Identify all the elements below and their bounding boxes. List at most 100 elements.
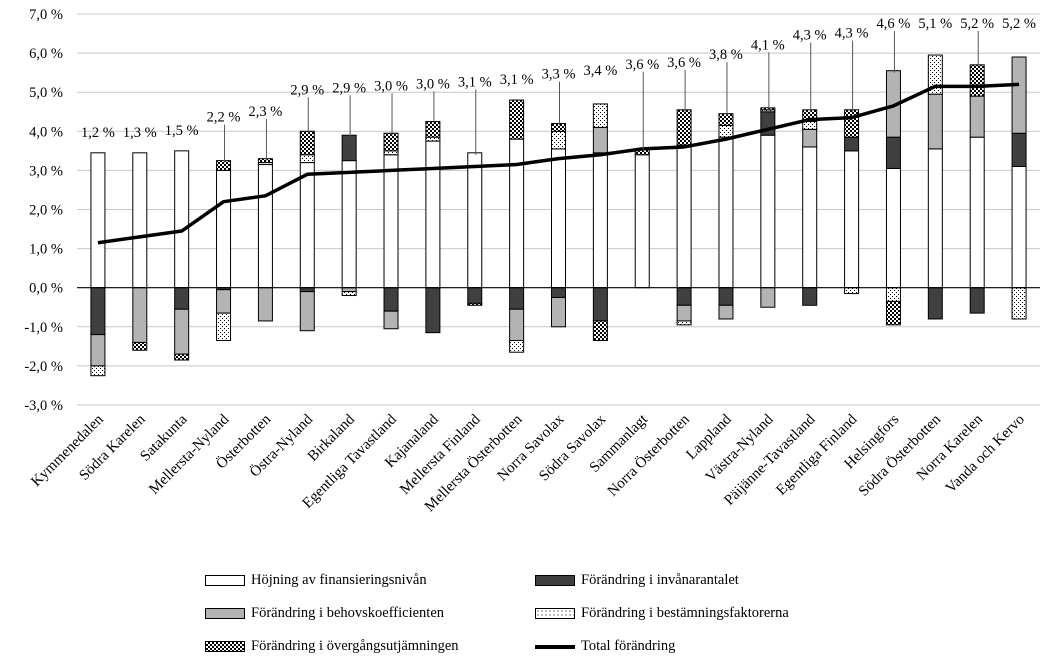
bar-segment bbox=[299, 162, 315, 289]
bar-segment bbox=[885, 167, 901, 289]
data-label: 4,1 % bbox=[751, 37, 785, 53]
bar-segment bbox=[676, 144, 692, 289]
y-tick-label: 2,0 % bbox=[29, 203, 63, 219]
bar-segment bbox=[1011, 56, 1027, 134]
bar-segment bbox=[802, 287, 818, 306]
y-tick-label: 4,0 % bbox=[29, 124, 63, 140]
bar-segment bbox=[341, 291, 357, 297]
bar-segment bbox=[1011, 287, 1027, 320]
bar-segment bbox=[927, 54, 943, 95]
data-label: 3,0 % bbox=[416, 76, 450, 92]
bar-segment bbox=[509, 308, 525, 341]
bar-segment bbox=[592, 152, 608, 289]
bar-segment bbox=[299, 291, 315, 332]
bar-segment bbox=[132, 152, 148, 289]
bar-segment bbox=[969, 136, 985, 289]
bar-segment bbox=[174, 353, 190, 361]
bar-segment bbox=[718, 124, 734, 138]
data-label: 1,2 % bbox=[81, 125, 115, 141]
data-label: 3,1 % bbox=[458, 74, 492, 90]
data-label: 2,9 % bbox=[290, 82, 324, 98]
y-tick-label: 0,0 % bbox=[29, 281, 63, 297]
bar-segment bbox=[467, 302, 483, 306]
bar-segment bbox=[509, 287, 525, 310]
y-axis-tick-labels: -3,0 % -2,0 % -1,0 % 0,0 % 1,0 % 2,0 % 3,0 % 4,… bbox=[24, 7, 63, 414]
bar-segment bbox=[969, 64, 985, 97]
bar-segment bbox=[676, 320, 692, 326]
bar-segment bbox=[802, 109, 818, 123]
data-label: 3,0 % bbox=[374, 78, 408, 94]
bar-segment bbox=[718, 287, 734, 306]
data-label: 3,8 % bbox=[709, 47, 743, 63]
bar-segment bbox=[551, 130, 566, 150]
bar-segment bbox=[90, 365, 106, 377]
bar-segment bbox=[383, 154, 399, 289]
data-label: 3,6 % bbox=[625, 57, 659, 73]
data-label: 5,2 % bbox=[960, 16, 994, 32]
bar-segment bbox=[341, 160, 357, 289]
y-tick-label: 3,0 % bbox=[29, 163, 63, 179]
legend-label: Höjning av finansieringsnivån bbox=[251, 572, 427, 588]
bar-segment bbox=[718, 136, 734, 289]
bar-segment bbox=[425, 140, 441, 289]
data-label: 1,3 % bbox=[123, 125, 157, 141]
data-label: 2,9 % bbox=[332, 80, 366, 96]
legend-swatch-dots bbox=[535, 608, 575, 619]
legend-item-hojning: Höjning av finansieringsnivån bbox=[205, 572, 427, 589]
bar-segment bbox=[1011, 165, 1027, 289]
bar-segment bbox=[551, 122, 566, 132]
bar-segment bbox=[257, 287, 273, 322]
y-tick-label: 1,0 % bbox=[29, 242, 63, 258]
bar-segment bbox=[216, 289, 232, 314]
legend-item-bestamningsfaktorerna: Förändring i bestämningsfaktorerna bbox=[535, 605, 789, 622]
bar-segment bbox=[844, 136, 860, 152]
x-tick-label: Vanda och Kervo bbox=[943, 412, 1028, 497]
legend-item-behovskoefficienten: Förändring i behovskoefficienten bbox=[205, 605, 444, 622]
legend-item-total: Total förändring bbox=[535, 638, 675, 655]
legend-label: Förändring i invånarantalet bbox=[581, 572, 739, 588]
bar-segment bbox=[132, 341, 148, 351]
data-label: 3,3 % bbox=[542, 67, 576, 83]
bar-segment bbox=[760, 134, 776, 289]
bar-segment bbox=[592, 287, 608, 322]
bar-segment bbox=[760, 287, 776, 308]
bar-segment bbox=[927, 93, 943, 150]
bar-segment bbox=[969, 95, 985, 138]
y-tick-label: 5,0 % bbox=[29, 85, 63, 101]
bar-segment bbox=[257, 158, 273, 164]
bar-segment bbox=[383, 287, 399, 312]
bar-segment bbox=[718, 304, 734, 320]
bar-segment bbox=[551, 287, 566, 298]
legend-label: Förändring i bestämningsfaktorerna bbox=[581, 605, 789, 621]
bar-segment bbox=[676, 287, 692, 306]
bar-segment bbox=[592, 320, 608, 341]
bar-segment bbox=[844, 109, 860, 138]
data-label: 5,2 % bbox=[1002, 16, 1036, 32]
bar-segment bbox=[676, 109, 692, 146]
bar-segment bbox=[90, 152, 106, 289]
data-label: 2,3 % bbox=[248, 104, 282, 120]
bar-segment bbox=[551, 148, 566, 289]
bar-segment bbox=[509, 99, 525, 140]
bar-segment bbox=[341, 134, 357, 162]
bar-segment bbox=[425, 136, 441, 142]
legend-swatch-darkgray bbox=[535, 575, 575, 586]
bar-segment bbox=[425, 287, 441, 334]
bar-segment bbox=[509, 339, 525, 353]
data-label: 5,1 % bbox=[918, 16, 952, 32]
bar-segment bbox=[802, 121, 818, 130]
legend-swatch-lightgray bbox=[205, 608, 245, 619]
legend-item-overgangsutjamningen: Förändring i övergångsutjämningen bbox=[205, 638, 459, 655]
bar-segment bbox=[676, 304, 692, 322]
legend-swatch-line bbox=[535, 644, 575, 649]
bar-segment bbox=[174, 308, 190, 355]
bar-segment bbox=[90, 334, 106, 367]
data-label: 2,2 % bbox=[207, 110, 241, 126]
bar-segment bbox=[802, 146, 818, 289]
y-tick-label: 6,0 % bbox=[29, 46, 63, 62]
bar-segment bbox=[718, 113, 734, 126]
bar-segment bbox=[174, 287, 190, 310]
bar-segment bbox=[1011, 132, 1027, 167]
bar-segment bbox=[927, 287, 943, 320]
